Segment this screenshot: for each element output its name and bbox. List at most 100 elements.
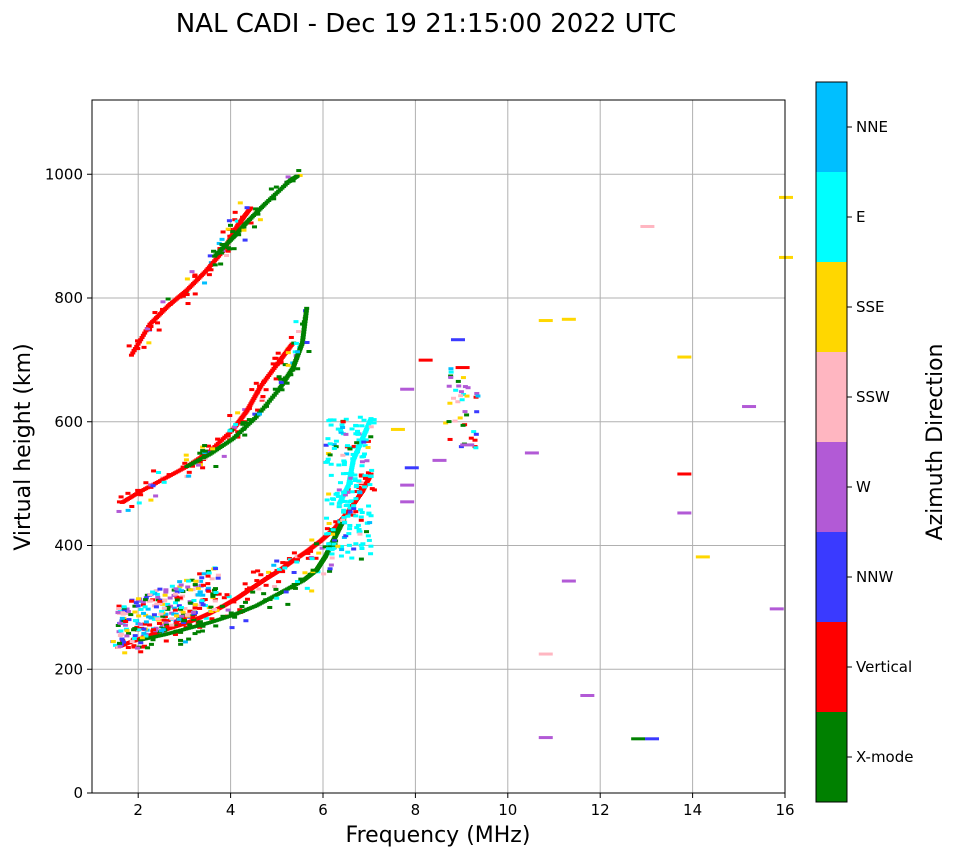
echo-mark	[474, 410, 480, 414]
echo-mark	[343, 417, 349, 421]
echo-mark	[302, 571, 308, 575]
echo-mark	[140, 600, 146, 604]
echo-mark	[291, 570, 297, 574]
echo-mark	[135, 646, 141, 650]
echo-mark	[349, 467, 355, 471]
echo-mark	[125, 610, 131, 614]
echo-mark	[160, 614, 166, 618]
x-tick-label: 10	[498, 801, 517, 819]
echo-mark	[304, 341, 310, 345]
echo-mark	[453, 388, 459, 392]
echo-mark	[580, 694, 595, 697]
echo-mark	[157, 599, 163, 603]
echo-mark	[132, 619, 138, 623]
echo-mark	[273, 587, 279, 591]
echo-mark	[294, 580, 300, 584]
echo-mark	[357, 491, 363, 495]
echo-mark	[347, 447, 353, 451]
echo-mark	[150, 484, 156, 488]
echo-mark	[742, 405, 757, 409]
echo-mark	[447, 401, 453, 405]
echo-mark	[271, 194, 277, 198]
echo-mark	[176, 617, 182, 621]
echo-mark	[335, 494, 341, 498]
echo-mark	[340, 490, 346, 494]
echo-mark	[159, 609, 165, 613]
echo-mark	[345, 444, 351, 448]
colorbar-segment	[816, 712, 847, 802]
echo-mark	[464, 394, 470, 398]
echo-mark	[288, 335, 294, 339]
echo-mark	[271, 563, 277, 567]
echo-mark	[266, 570, 272, 574]
colorbar-tick-label: SSE	[856, 298, 885, 316]
echo-mark	[352, 455, 358, 459]
echo-mark	[309, 589, 315, 593]
echo-mark	[162, 626, 168, 630]
echo-mark	[400, 483, 415, 487]
echo-mark	[179, 614, 185, 618]
echo-mark	[139, 636, 145, 640]
echo-mark	[205, 582, 211, 586]
echo-mark	[190, 616, 196, 620]
echo-mark	[353, 423, 359, 427]
echo-mark	[359, 424, 365, 428]
echo-mark	[266, 399, 272, 403]
echo-mark	[243, 424, 249, 428]
echo-mark	[263, 377, 269, 381]
echo-mark	[779, 255, 793, 259]
echo-mark	[122, 623, 128, 627]
echo-mark	[183, 453, 189, 457]
echo-mark	[297, 348, 303, 352]
echo-mark	[161, 618, 167, 622]
echo-mark	[174, 595, 180, 599]
echo-mark	[213, 587, 219, 591]
x-tick-label: 6	[318, 801, 328, 819]
echo-mark	[153, 589, 159, 593]
echo-mark	[340, 472, 346, 476]
echo-mark	[360, 435, 366, 439]
echo-mark	[192, 583, 198, 587]
echo-mark	[230, 437, 236, 441]
echo-mark	[303, 314, 309, 318]
echo-mark	[151, 617, 157, 621]
echo-mark	[182, 461, 188, 465]
echo-mark	[298, 344, 304, 348]
y-tick-label: 600	[54, 413, 83, 431]
echo-mark	[160, 307, 166, 311]
echo-mark	[303, 309, 309, 313]
echo-mark	[300, 322, 306, 326]
echo-mark	[156, 328, 162, 332]
echo-mark	[368, 435, 374, 439]
echo-mark	[174, 598, 180, 602]
echo-mark	[249, 400, 255, 404]
echo-mark	[251, 225, 257, 229]
echo-mark	[163, 612, 169, 616]
echo-mark	[182, 640, 188, 644]
echo-mark	[295, 353, 301, 357]
echo-mark	[340, 425, 346, 429]
echo-mark	[293, 341, 299, 345]
echo-mark	[235, 432, 241, 436]
colorbar-tick-label: W	[856, 478, 871, 496]
echo-mark	[677, 511, 692, 515]
echo-mark	[126, 631, 132, 635]
echo-mark	[363, 429, 369, 433]
echo-mark	[148, 324, 154, 328]
echo-mark	[263, 388, 269, 392]
echo-mark	[151, 613, 157, 617]
echo-mark	[189, 614, 195, 618]
echo-mark	[251, 397, 257, 400]
echo-mark	[257, 384, 263, 388]
echo-mark	[112, 643, 118, 647]
echo-mark	[331, 542, 337, 546]
echo-mark	[354, 526, 360, 530]
echo-mark	[326, 547, 332, 551]
echo-mark	[304, 586, 310, 590]
echo-mark	[231, 247, 237, 251]
echo-mark	[115, 623, 121, 627]
echo-mark	[353, 497, 359, 501]
echo-mark	[260, 407, 266, 411]
echo-mark	[157, 602, 163, 606]
echo-mark	[329, 502, 335, 506]
